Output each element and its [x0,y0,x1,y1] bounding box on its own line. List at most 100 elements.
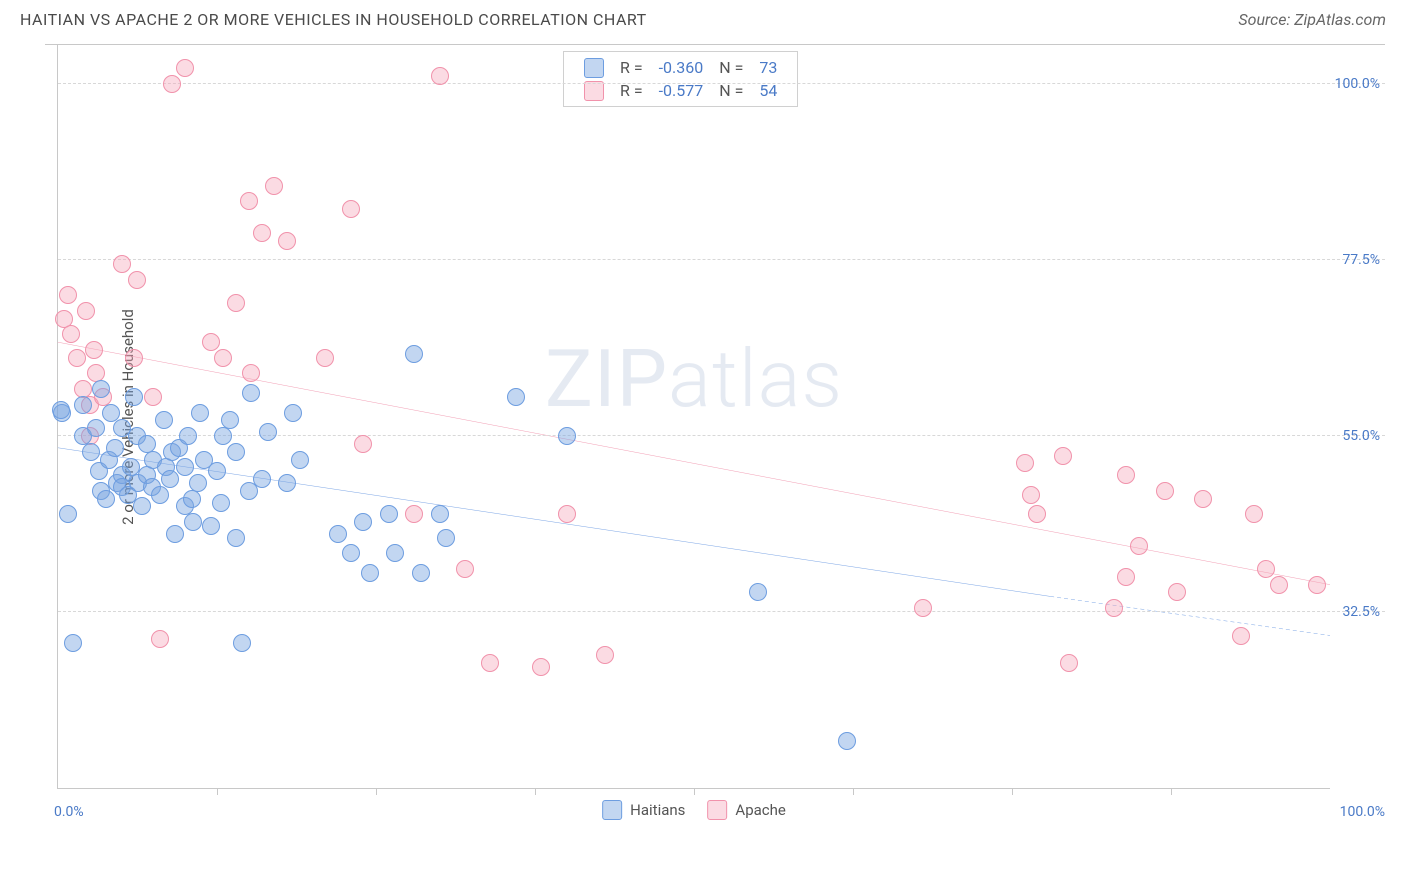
scatter-point-haitians [106,439,124,457]
stats-swatch [584,58,604,78]
y-tick-label: 32.5% [1342,604,1380,620]
scatter-point-apache [456,560,474,578]
plot-area: 2 or more Vehicles in Household ZIPatlas… [57,45,1330,789]
x-axis-min-label: 0.0% [54,804,84,820]
scatter-point-haitians [227,529,245,547]
scatter-point-haitians [507,388,525,406]
scatter-point-haitians [92,380,110,398]
stats-box: R =-0.360N =73R =-0.577N =54 [563,51,798,107]
scatter-point-haitians [155,411,173,429]
scatter-point-haitians [184,513,202,531]
scatter-point-haitians [161,470,179,488]
scatter-point-apache [240,192,258,210]
stat-n-label: N = [711,56,751,79]
scatter-point-apache [1117,568,1135,586]
scatter-point-apache [481,654,499,672]
scatter-point-haitians [125,388,143,406]
scatter-point-haitians [329,525,347,543]
chart-title: HAITIAN VS APACHE 2 OR MORE VEHICLES IN … [20,10,647,29]
scatter-point-apache [163,75,181,93]
x-tick [694,788,695,795]
scatter-point-haitians [431,505,449,523]
x-tick [1171,788,1172,795]
scatter-point-haitians [189,474,207,492]
y-tick-label: 100.0% [1335,76,1380,92]
scatter-point-haitians [151,486,169,504]
scatter-point-apache [265,177,283,195]
x-tick [376,788,377,795]
scatter-point-apache [316,349,334,367]
scatter-point-apache [558,505,576,523]
gridline-h [58,435,1385,436]
scatter-point-apache [1028,505,1046,523]
scatter-point-apache [144,388,162,406]
scatter-point-haitians [202,517,220,535]
scatter-point-haitians [227,443,245,461]
legend: Haitians Apache [602,800,786,820]
scatter-point-haitians [284,404,302,422]
scatter-point-haitians [354,513,372,531]
gridline-h [58,611,1385,612]
x-tick [853,788,854,795]
scatter-point-haitians [191,404,209,422]
scatter-point-apache [227,294,245,312]
stat-n-value: 73 [751,56,785,79]
legend-item-apache: Apache [707,800,785,820]
scatter-point-apache [431,67,449,85]
scatter-point-haitians [97,490,115,508]
x-tick [217,788,218,795]
scatter-point-apache [77,302,95,320]
scatter-point-haitians [208,462,226,480]
scatter-point-haitians [558,427,576,445]
scatter-point-apache [1156,482,1174,500]
scatter-point-apache [62,325,80,343]
scatter-point-apache [354,435,372,453]
scatter-point-haitians [233,634,251,652]
scatter-point-apache [85,341,103,359]
scatter-point-apache [125,349,143,367]
x-axis-max-label: 100.0% [1340,804,1385,820]
x-tick [535,788,536,795]
scatter-point-apache [1060,654,1078,672]
scatter-point-apache [242,364,260,382]
scatter-point-haitians [437,529,455,547]
scatter-point-haitians [278,474,296,492]
scatter-point-haitians [342,544,360,562]
scatter-point-apache [1016,454,1034,472]
x-tick [1012,788,1013,795]
gridline-h [58,259,1385,260]
scatter-point-apache [113,255,131,273]
scatter-point-apache [176,59,194,77]
scatter-point-haitians [386,544,404,562]
scatter-point-haitians [64,634,82,652]
legend-swatch [707,800,727,820]
scatter-point-apache [1168,583,1186,601]
scatter-point-haitians [52,401,70,419]
scatter-point-apache [202,333,220,351]
scatter-point-haitians [838,732,856,750]
scatter-point-haitians [212,494,230,512]
scatter-point-apache [405,505,423,523]
source-label: Source: ZipAtlas.com [1238,10,1386,29]
regression-lines [58,45,1330,788]
scatter-point-haitians [59,505,77,523]
scatter-point-apache [1257,560,1275,578]
source-link[interactable]: ZipAtlas.com [1294,10,1386,29]
watermark-bold: ZIP [545,332,668,426]
scatter-point-haitians [380,505,398,523]
legend-item-haitians: Haitians [602,800,685,820]
scatter-point-apache [342,200,360,218]
scatter-point-haitians [87,419,105,437]
scatter-point-apache [214,349,232,367]
scatter-point-haitians [361,564,379,582]
scatter-point-apache [1245,505,1263,523]
source-prefix: Source: [1238,10,1294,29]
stats-row: R =-0.360N =73 [576,56,785,79]
legend-swatch [602,800,622,820]
scatter-point-apache [1022,486,1040,504]
scatter-point-haitians [179,427,197,445]
scatter-point-apache [128,271,146,289]
scatter-point-apache [596,646,614,664]
scatter-point-apache [1194,490,1212,508]
scatter-point-haitians [166,525,184,543]
